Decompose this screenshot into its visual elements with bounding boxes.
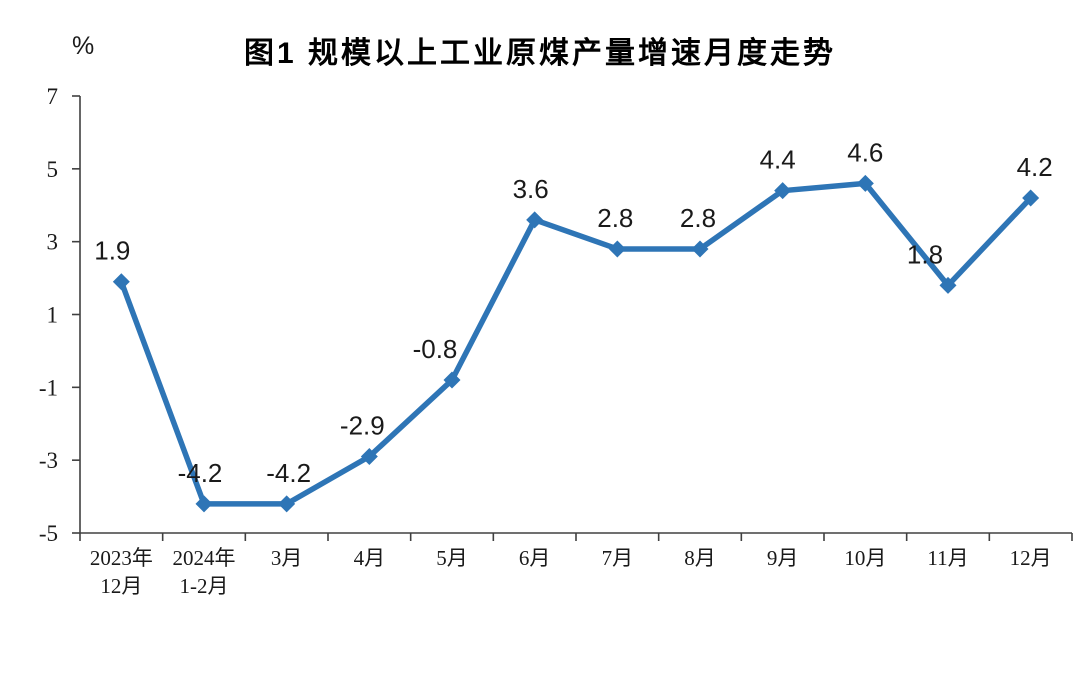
- x-axis-category-label: 2024年 1-2月: [173, 546, 236, 598]
- y-axis-tick-label: -1: [39, 375, 58, 400]
- data-point-marker: [774, 182, 792, 200]
- data-point-marker: [608, 240, 626, 258]
- x-axis-category-label: 4月: [354, 546, 386, 570]
- data-point-marker: [112, 273, 130, 291]
- data-point-marker: [526, 211, 544, 229]
- data-point-label: -4.2: [266, 458, 311, 488]
- y-axis-unit-label: %: [72, 32, 95, 60]
- y-axis-tick-label: 3: [47, 230, 59, 255]
- x-axis-category-label: 8月: [684, 546, 716, 570]
- x-axis-category-label: 6月: [519, 546, 551, 570]
- x-axis-category-label: 11月: [927, 546, 968, 570]
- data-point-label: -0.8: [413, 334, 458, 364]
- data-point-marker: [939, 276, 957, 294]
- data-line: [118, 180, 1034, 507]
- data-point-marker: [195, 495, 213, 513]
- data-point-marker: [360, 448, 378, 466]
- data-point-label: 1.8: [907, 239, 943, 269]
- data-point-marker: [443, 371, 461, 389]
- axis-lines: [79, 96, 1072, 534]
- data-point-label: 4.6: [847, 137, 883, 167]
- x-axis-category-label: 5月: [436, 546, 468, 570]
- y-axis-tick-label: 7: [47, 84, 59, 109]
- data-point-label: -2.9: [340, 411, 385, 441]
- y-axis-tick-label: -3: [39, 448, 58, 473]
- data-point-marker: [856, 174, 874, 192]
- data-point-label: 1.9: [94, 236, 130, 266]
- x-axis-category-label: 10月: [844, 546, 886, 570]
- data-point-label: 4.2: [1017, 152, 1053, 182]
- data-point-label: 4.4: [760, 145, 796, 175]
- data-point-marker: [691, 240, 709, 258]
- data-point-marker: [1022, 189, 1040, 207]
- chart-title: 图1 规模以上工业原煤产量增速月度走势: [243, 37, 837, 70]
- x-axis-category-label: 9月: [767, 546, 799, 570]
- y-axis-tick-label: -5: [39, 521, 58, 546]
- data-point-label: 2.8: [597, 203, 633, 233]
- x-axis-category-label: 7月: [602, 546, 634, 570]
- x-axis-category-label: 3月: [271, 546, 303, 570]
- data-point-label: -4.2: [178, 458, 223, 488]
- data-point-label: 3.6: [513, 174, 549, 204]
- y-axis-tick-label: 1: [47, 303, 59, 328]
- y-axis-tick-label: 5: [47, 157, 59, 182]
- x-axis-category-label: 2023年 12月: [90, 546, 153, 598]
- data-point-marker: [278, 495, 296, 513]
- x-axis-category-label: 12月: [1010, 546, 1052, 570]
- data-point-label: 2.8: [680, 203, 716, 233]
